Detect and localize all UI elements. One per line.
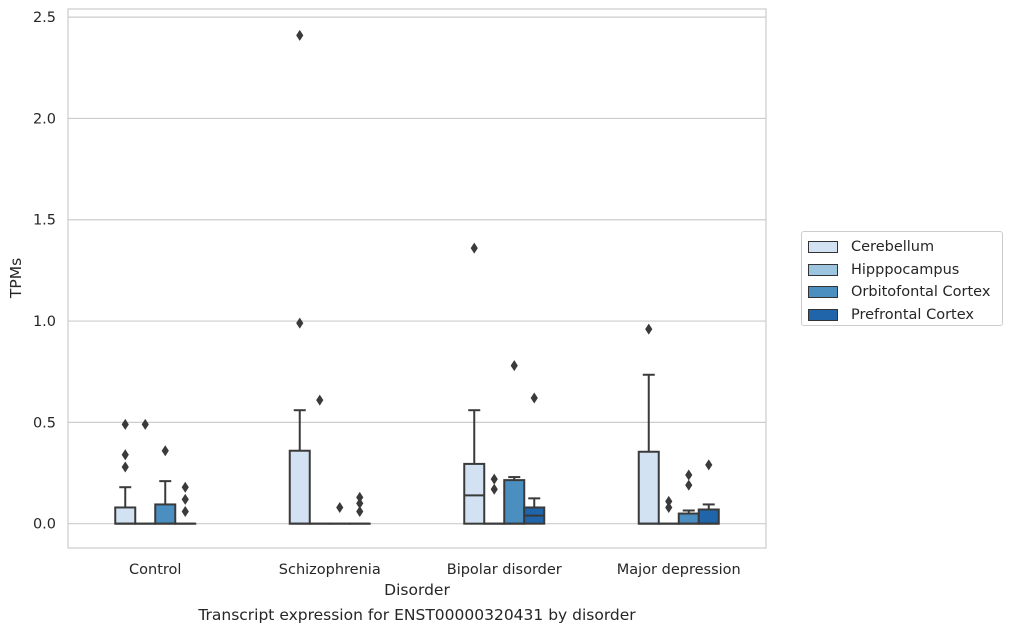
box-prefrontal-cortex: [174, 481, 197, 525]
figure-caption: Transcript expression for ENST0000032043…: [198, 606, 636, 624]
legend-label-orbitofrontal: Orbitofontal Cortex: [851, 284, 991, 301]
legend-swatch-hippocampus: [808, 263, 838, 276]
box-body: [503, 479, 526, 525]
box-cerebellum: [114, 418, 137, 525]
outlier-point: [530, 392, 538, 404]
outlier-point: [121, 449, 129, 461]
box-hipppocampus: [657, 495, 680, 525]
outlier-point: [141, 418, 149, 430]
outlier-point: [665, 501, 673, 513]
box-body: [288, 449, 311, 525]
y-axis-label: TPMs: [7, 258, 25, 299]
y-tick-label: 1.0: [33, 314, 56, 330]
grid-lines: [68, 16, 766, 525]
outlier-point: [356, 491, 364, 503]
outlier-point: [161, 445, 169, 457]
outlier-point: [316, 394, 324, 406]
box-groups: [114, 29, 720, 525]
plot-frame: [67, 8, 767, 549]
outlier-point: [181, 506, 189, 518]
x-tick-label: Schizophrenia: [279, 562, 381, 578]
y-tick-label: 2.5: [33, 10, 56, 26]
outlier-point: [685, 469, 693, 481]
box-orbitofontal-cortex: [503, 360, 526, 525]
x-axis-label: Disorder: [384, 581, 450, 599]
legend: Cerebellum Hipppocampus Orbitofontal Cor…: [801, 231, 1003, 326]
outlier-point: [356, 506, 364, 518]
outlier-point: [685, 479, 693, 491]
box-body: [463, 462, 486, 525]
x-tick-label: Major depression: [617, 562, 741, 578]
box-cerebellum: [637, 323, 660, 525]
outlier-point: [296, 29, 304, 41]
y-tick-label: 0.0: [33, 517, 56, 533]
legend-label-prefrontal: Prefrontal Cortex: [851, 306, 974, 323]
box-prefrontal-cortex: [523, 392, 546, 525]
outlier-point: [665, 495, 673, 507]
legend-item-cerebellum: Cerebellum: [808, 236, 1002, 259]
legend-item-prefrontal: Prefrontal Cortex: [808, 304, 1002, 327]
box-hipppocampus: [134, 418, 157, 525]
box-cerebellum: [288, 29, 311, 525]
outlier-point: [121, 461, 129, 473]
legend-label-hippocampus: Hipppocampus: [851, 261, 960, 278]
box-orbitofontal-cortex: [328, 501, 351, 525]
outlier-point: [296, 317, 304, 329]
legend-swatch-prefrontal: [808, 308, 838, 321]
x-tick-label: Control: [129, 562, 181, 578]
outlier-point: [181, 493, 189, 505]
legend-item-hippocampus: Hipppocampus: [808, 259, 1002, 282]
outlier-point: [645, 323, 653, 335]
legend-item-orbitofrontal: Orbitofontal Cortex: [808, 281, 1002, 304]
box-hipppocampus: [483, 473, 506, 525]
outlier-point: [510, 360, 518, 372]
y-tick-label: 0.5: [33, 415, 56, 431]
legend-swatch-orbitofrontal: [808, 286, 838, 299]
box-body: [114, 506, 137, 525]
y-tick-label: 2.0: [33, 111, 56, 127]
outlier-point: [121, 418, 129, 430]
y-tick-labels: 0.0 0.5 1.0 1.5 2.0 2.5: [33, 10, 56, 533]
legend-swatch-cerebellum: [808, 241, 838, 254]
outlier-point: [470, 242, 478, 254]
outlier-point: [705, 459, 713, 471]
x-tick-label: Bipolar disorder: [447, 562, 562, 578]
outlier-point: [490, 473, 498, 485]
x-tick-labels: Control Schizophrenia Bipolar disorder Majo…: [129, 562, 741, 578]
outlier-point: [181, 481, 189, 493]
legend-label-cerebellum: Cerebellum: [851, 239, 935, 256]
box-body: [154, 503, 177, 525]
box-body: [677, 512, 700, 525]
outlier-point: [490, 483, 498, 495]
box-orbitofontal-cortex: [154, 445, 177, 525]
box-body: [637, 450, 660, 525]
box-body: [697, 508, 720, 525]
box-prefrontal-cortex: [697, 459, 720, 525]
outlier-point: [336, 501, 344, 513]
outlier-point: [356, 497, 364, 509]
box-orbitofontal-cortex: [677, 469, 700, 525]
box-prefrontal-cortex: [348, 491, 371, 525]
box-hipppocampus: [308, 394, 331, 525]
box-cerebellum: [463, 242, 486, 525]
y-tick-label: 1.5: [33, 213, 56, 229]
